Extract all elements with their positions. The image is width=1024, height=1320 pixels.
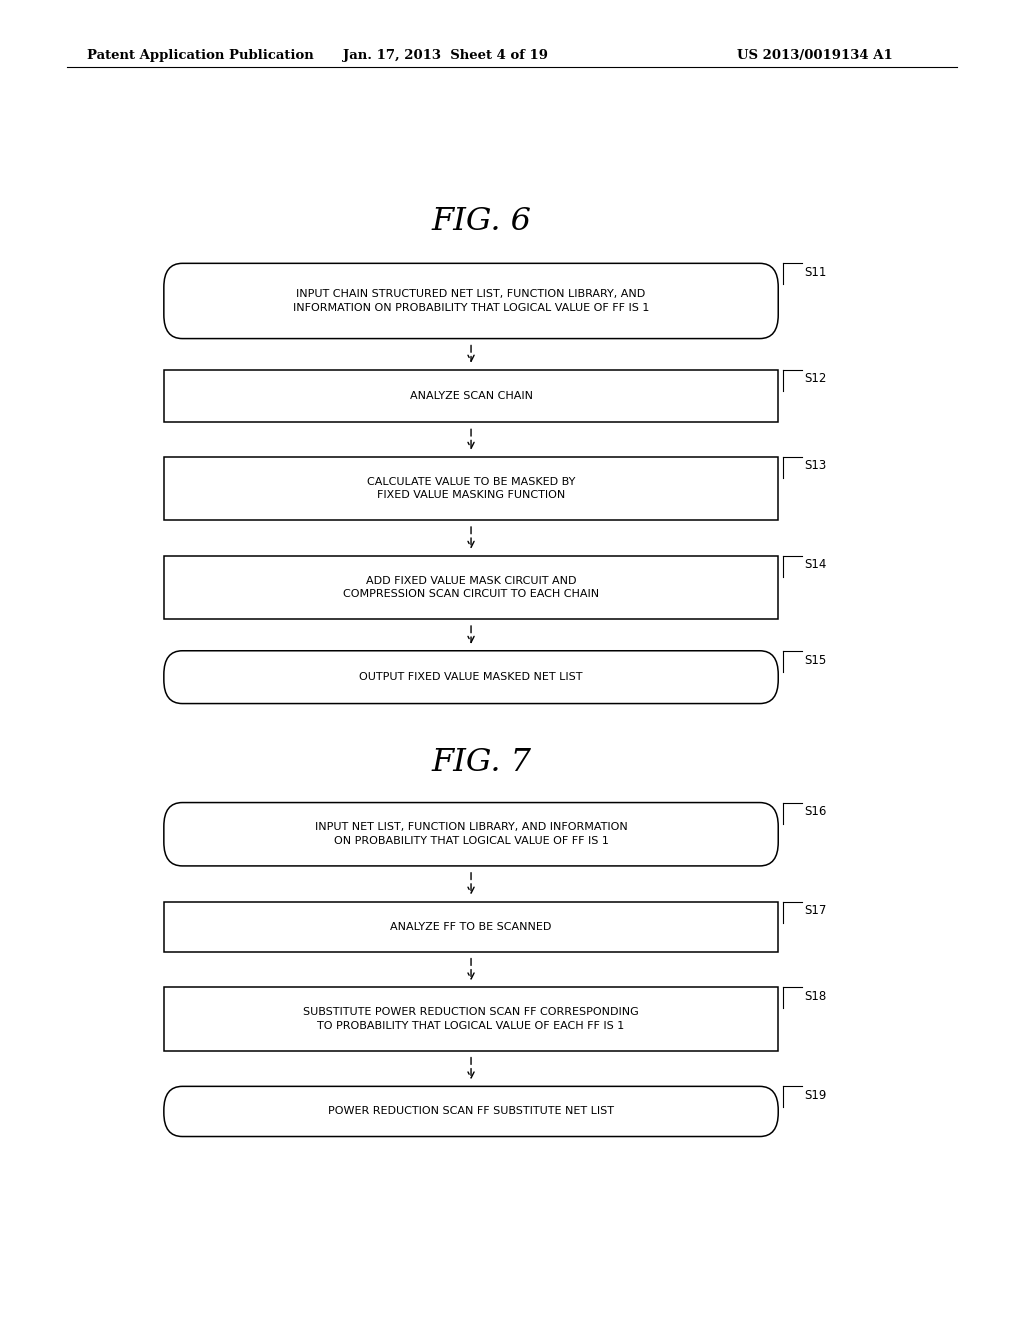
FancyBboxPatch shape [164, 1086, 778, 1137]
Text: CALCULATE VALUE TO BE MASKED BY
FIXED VALUE MASKING FUNCTION: CALCULATE VALUE TO BE MASKED BY FIXED VA… [367, 477, 575, 500]
Text: ADD FIXED VALUE MASK CIRCUIT AND
COMPRESSION SCAN CIRCUIT TO EACH CHAIN: ADD FIXED VALUE MASK CIRCUIT AND COMPRES… [343, 576, 599, 599]
FancyBboxPatch shape [164, 803, 778, 866]
Text: S11: S11 [804, 267, 826, 279]
FancyBboxPatch shape [164, 651, 778, 704]
Text: S15: S15 [804, 653, 826, 667]
Text: S14: S14 [804, 558, 826, 572]
Text: S17: S17 [804, 904, 826, 917]
FancyBboxPatch shape [164, 263, 778, 338]
Text: S13: S13 [804, 459, 826, 473]
FancyBboxPatch shape [164, 556, 778, 619]
FancyBboxPatch shape [164, 987, 778, 1051]
FancyBboxPatch shape [164, 902, 778, 952]
Text: S12: S12 [804, 372, 826, 385]
Text: Jan. 17, 2013  Sheet 4 of 19: Jan. 17, 2013 Sheet 4 of 19 [343, 49, 548, 62]
Text: FIG. 6: FIG. 6 [431, 206, 531, 238]
Text: POWER REDUCTION SCAN FF SUBSTITUTE NET LIST: POWER REDUCTION SCAN FF SUBSTITUTE NET L… [328, 1106, 614, 1117]
Text: S19: S19 [804, 1089, 826, 1102]
Text: FIG. 7: FIG. 7 [431, 747, 531, 779]
Text: ANALYZE SCAN CHAIN: ANALYZE SCAN CHAIN [410, 391, 532, 401]
Text: S16: S16 [804, 805, 826, 818]
FancyBboxPatch shape [164, 370, 778, 422]
FancyBboxPatch shape [164, 457, 778, 520]
Text: ANALYZE FF TO BE SCANNED: ANALYZE FF TO BE SCANNED [390, 921, 552, 932]
Text: SUBSTITUTE POWER REDUCTION SCAN FF CORRESPONDING
TO PROBABILITY THAT LOGICAL VAL: SUBSTITUTE POWER REDUCTION SCAN FF CORRE… [303, 1007, 639, 1031]
Text: INPUT NET LIST, FUNCTION LIBRARY, AND INFORMATION
ON PROBABILITY THAT LOGICAL VA: INPUT NET LIST, FUNCTION LIBRARY, AND IN… [314, 822, 628, 846]
Text: INPUT CHAIN STRUCTURED NET LIST, FUNCTION LIBRARY, AND
INFORMATION ON PROBABILIT: INPUT CHAIN STRUCTURED NET LIST, FUNCTIO… [293, 289, 649, 313]
Text: US 2013/0019134 A1: US 2013/0019134 A1 [737, 49, 893, 62]
Text: OUTPUT FIXED VALUE MASKED NET LIST: OUTPUT FIXED VALUE MASKED NET LIST [359, 672, 583, 682]
Text: S18: S18 [804, 990, 826, 1003]
Text: Patent Application Publication: Patent Application Publication [87, 49, 313, 62]
